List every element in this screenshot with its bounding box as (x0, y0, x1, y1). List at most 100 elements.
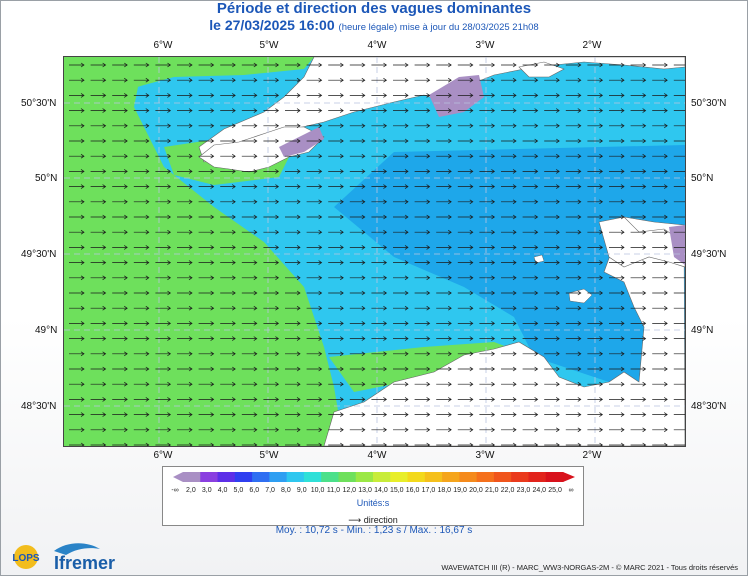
lon-label-top: 2°W (582, 40, 602, 51)
direction-arrow (90, 138, 107, 144)
direction-arrow (479, 77, 496, 83)
direction-arrow (177, 108, 193, 113)
direction-arrow (133, 214, 150, 220)
direction-arrow (436, 442, 452, 446)
direction-arrow (241, 62, 258, 68)
legend-swatch (338, 472, 357, 482)
direction-arrow (501, 275, 517, 281)
direction-arrow (241, 260, 258, 265)
direction-arrow (90, 77, 107, 83)
direction-arrow (69, 62, 85, 68)
direction-arrow (565, 77, 582, 83)
direction-arrow (522, 108, 539, 113)
direction-arrow (565, 108, 582, 113)
direction-arrow (630, 275, 647, 281)
svg-text:LOPS: LOPS (12, 553, 40, 564)
direction-arrow (393, 290, 409, 296)
direction-arrow (220, 351, 236, 357)
direction-arrow (220, 214, 236, 220)
direction-arrow (457, 153, 474, 159)
direction-arrow (587, 290, 604, 296)
direction-arrow (177, 62, 193, 68)
direction-arrow (241, 229, 258, 235)
direction-arrow (393, 93, 409, 98)
direction-arrow (565, 366, 582, 372)
direction-arrow (241, 138, 258, 144)
direction-arrow (90, 275, 107, 281)
direction-arrow (457, 427, 474, 433)
direction-arrow (587, 169, 604, 174)
direction-arrow (133, 184, 150, 189)
direction-arrow (652, 366, 668, 372)
direction-arrow (652, 351, 668, 357)
direction-arrow (155, 305, 172, 311)
direction-arrow (371, 153, 388, 159)
legend-swatch (442, 472, 460, 482)
direction-arrow (587, 427, 604, 433)
direction-arrow (522, 153, 539, 159)
direction-arrow (220, 305, 236, 311)
direction-arrow (220, 366, 236, 372)
direction-arrow (522, 123, 539, 129)
direction-arrow (263, 351, 280, 357)
direction-arrow (371, 138, 388, 144)
direction-arrow (414, 290, 431, 296)
direction-arrow (414, 108, 431, 113)
direction-arrow (673, 292, 685, 294)
direction-arrow (630, 138, 647, 144)
direction-arrow (587, 245, 604, 250)
direction-arrow (220, 442, 236, 446)
direction-arrow (177, 245, 193, 250)
direction-arrow (328, 275, 344, 281)
direction-arrow (241, 290, 258, 296)
direction-arrow (436, 123, 452, 129)
direction-arrow (436, 412, 452, 417)
direction-arrow (565, 351, 582, 357)
direction-arrow (609, 305, 625, 311)
direction-arrow (349, 290, 366, 296)
direction-arrow (565, 290, 582, 296)
direction-arrow (501, 321, 517, 326)
legend-tick-label: 20,0 (469, 487, 483, 494)
direction-arrow (501, 412, 517, 417)
direction-arrow (652, 245, 668, 250)
direction-arrow (285, 290, 301, 296)
direction-arrow (565, 336, 582, 341)
direction-arrow (220, 62, 236, 68)
direction-arrow (177, 138, 193, 144)
direction-arrow (198, 351, 215, 357)
direction-arrow (90, 108, 107, 113)
direction-arrow (328, 62, 344, 68)
direction-arrow (69, 275, 85, 281)
direction-arrow (565, 305, 582, 311)
direction-arrow (565, 153, 582, 159)
direction-arrow (241, 199, 258, 205)
direction-arrow (457, 366, 474, 372)
direction-arrow (393, 366, 409, 372)
direction-arrow (198, 260, 215, 265)
direction-arrow (544, 93, 560, 98)
direction-arrow (263, 366, 280, 372)
zone-purple-2 (279, 127, 324, 157)
direction-arrow (393, 229, 409, 235)
direction-arrow (630, 321, 647, 326)
direction-arrow (220, 153, 236, 159)
legend-tick-label: 4,0 (217, 487, 228, 494)
direction-arrow (371, 351, 388, 357)
direction-arrow (609, 321, 625, 326)
direction-arrow (414, 245, 431, 250)
direction-arrow (133, 138, 150, 144)
legend-swatch (424, 472, 443, 482)
direction-arrow (673, 338, 685, 339)
direction-arrow (673, 171, 685, 172)
direction-arrow (652, 123, 668, 129)
direction-arrow (457, 336, 474, 341)
direction-arrow (133, 260, 150, 265)
direction-arrow (544, 412, 560, 417)
direction-arrow (306, 77, 323, 83)
direction-arrow (587, 123, 604, 129)
direction-arrow (177, 77, 193, 83)
direction-arrow (155, 275, 172, 281)
direction-arrow (263, 290, 280, 296)
island-jersey (568, 288, 593, 304)
